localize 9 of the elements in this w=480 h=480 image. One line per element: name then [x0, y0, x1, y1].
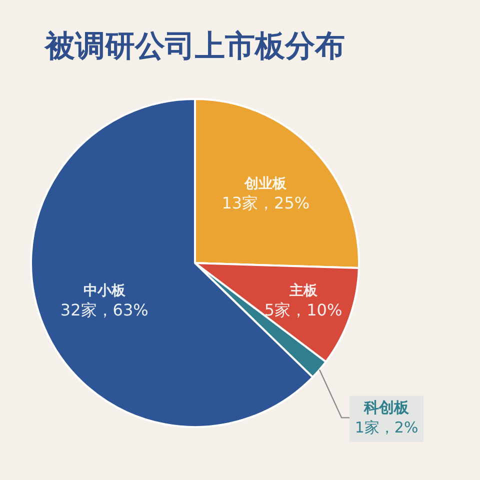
chart-title: 被调研公司上市板分布	[43, 28, 345, 64]
slice-label: 科创板	[363, 398, 410, 417]
slice-label: 创业板	[244, 176, 288, 192]
slice-label: 主板	[288, 282, 318, 299]
data-label: 32家，63%	[60, 300, 148, 320]
data-label: 13家，25%	[222, 194, 310, 213]
slice-label: 中小板	[83, 282, 126, 299]
data-label: 5家，10%	[264, 300, 342, 320]
data-label: 1家，2%	[354, 418, 418, 437]
